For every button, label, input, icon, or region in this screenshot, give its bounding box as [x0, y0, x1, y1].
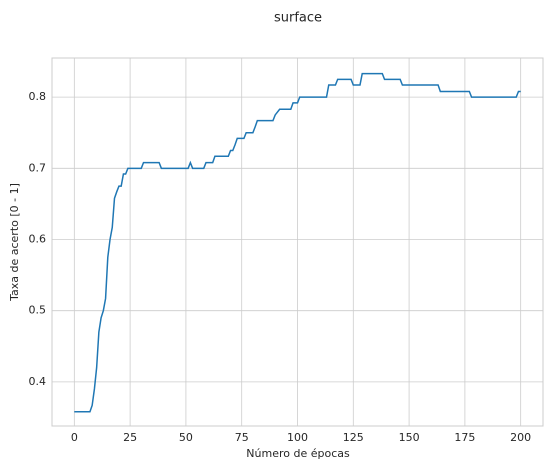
x-tick-label: 75 [235, 431, 249, 444]
x-axis-label: Número de épocas [246, 447, 350, 460]
y-tick-label: 0.7 [29, 161, 47, 174]
y-tick-label: 0.5 [29, 304, 47, 317]
x-tick-label: 200 [510, 431, 531, 444]
data-line [74, 72, 521, 413]
y-tick-label: 0.6 [29, 233, 47, 246]
y-axis-label: Taxa de acerto [0 - 1] [8, 183, 21, 302]
plot-frame [51, 57, 544, 427]
x-tick-label: 50 [179, 431, 193, 444]
y-tick-label: 0.8 [29, 90, 47, 103]
x-tick-label: 150 [399, 431, 420, 444]
x-tick-label: 0 [71, 431, 78, 444]
chart-title: surface [274, 11, 322, 26]
x-tick-label: 125 [343, 431, 364, 444]
x-tick-label: 25 [123, 431, 137, 444]
x-tick-label: 175 [454, 431, 475, 444]
y-tick-label: 0.4 [29, 375, 47, 388]
x-tick-label: 100 [287, 431, 308, 444]
